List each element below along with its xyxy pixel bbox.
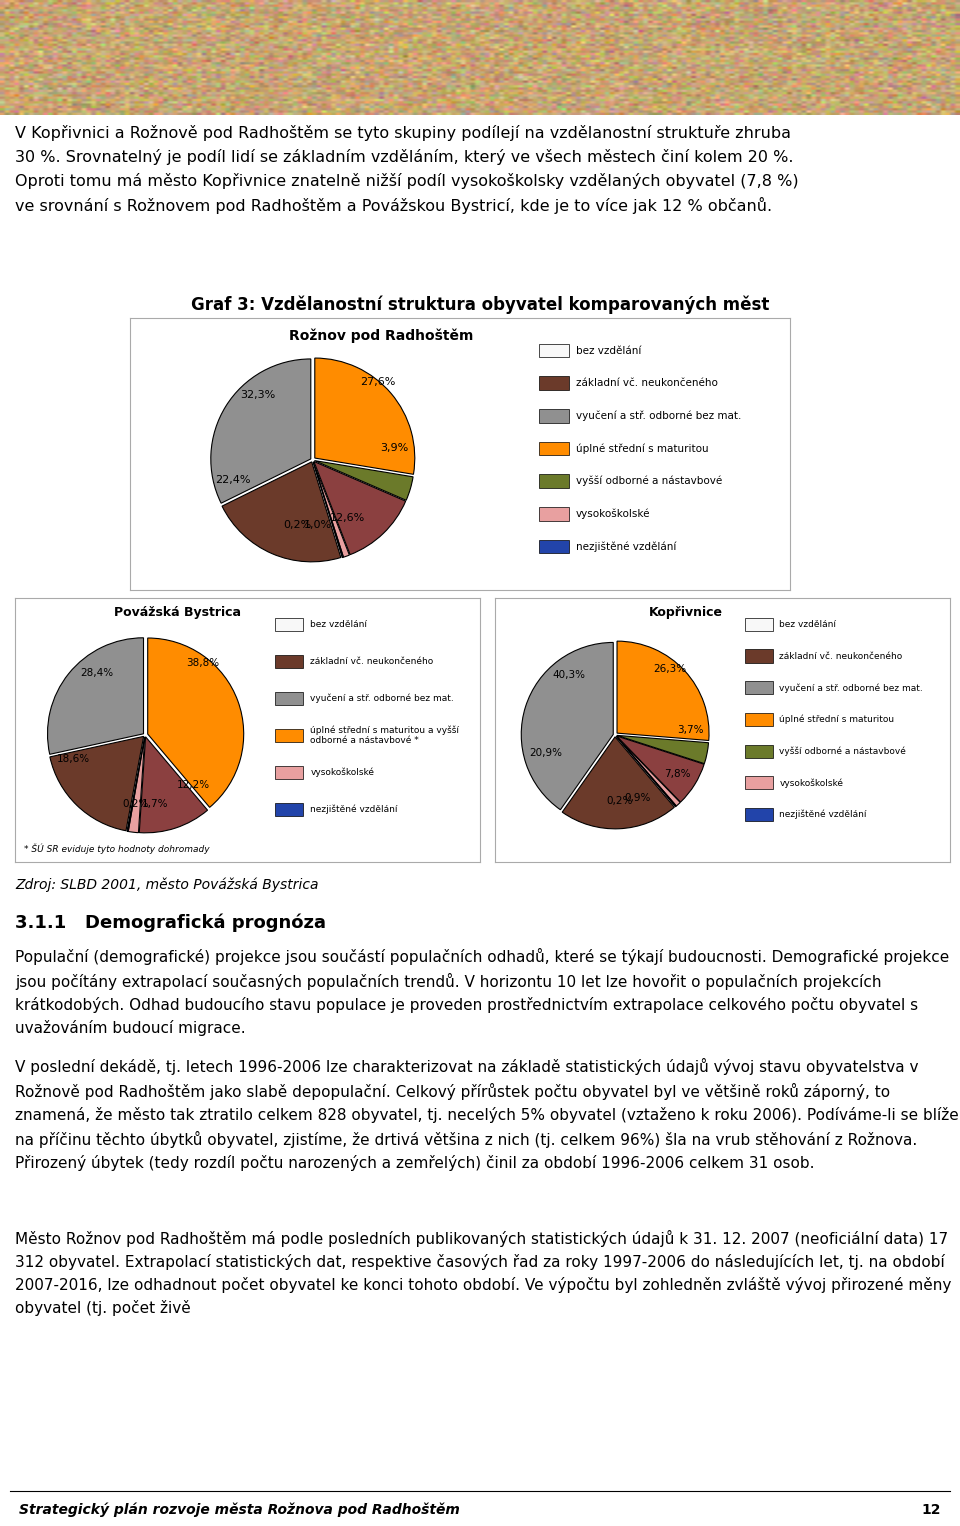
Wedge shape [129, 737, 145, 833]
Wedge shape [617, 641, 709, 740]
Text: vyšší odborné a nástavbové: vyšší odborné a nástavbové [575, 476, 722, 487]
Wedge shape [127, 737, 145, 832]
Text: úplné střední s maturitou a vyšší
odborné a nástavbové *: úplné střední s maturitou a vyšší odborn… [310, 725, 459, 745]
Bar [540, 343, 569, 357]
Wedge shape [222, 462, 341, 562]
Text: vyšší odborné a nástavbové: vyšší odborné a nástavbové [780, 746, 906, 755]
Text: nezjištěné vzdělání: nezjištěné vzdělání [575, 542, 676, 552]
Text: vyučení a stř. odborné bez mat.: vyučení a stř. odborné bez mat. [310, 694, 454, 703]
Text: nezjištěné vzdělání: nezjištěné vzdělání [780, 810, 867, 819]
Text: Strategický plán rozvoje města Rožnova pod Radhoštěm: Strategický plán rozvoje města Rožnova p… [19, 1503, 460, 1517]
Wedge shape [616, 737, 681, 806]
Wedge shape [315, 359, 415, 475]
Text: 0,2%: 0,2% [607, 797, 633, 806]
Text: vyučení a stř. odborné bez mat.: vyučení a stř. odborné bez mat. [780, 684, 924, 693]
Bar [745, 681, 773, 694]
Text: 3.1.1   Demografická prognóza: 3.1.1 Demografická prognóza [15, 913, 326, 932]
Wedge shape [47, 638, 143, 754]
Text: 1,7%: 1,7% [141, 800, 168, 809]
Text: V poslední dekádě, tj. letech 1996-2006 lze charakterizovat na základě statistic: V poslední dekádě, tj. letech 1996-2006 … [15, 1058, 959, 1170]
Text: Povážská Bystrica: Povážská Bystrica [114, 606, 241, 620]
Bar [745, 713, 773, 726]
Text: vysokoškolské: vysokoškolské [575, 508, 650, 519]
Text: bez vzdělání: bez vzdělání [780, 620, 836, 629]
Text: bez vzdělání: bez vzdělání [310, 620, 368, 629]
Text: vysokoškolské: vysokoškolské [310, 768, 374, 777]
Text: * ŠÚ SR eviduje tyto hodnoty dohromady: * ŠÚ SR eviduje tyto hodnoty dohromady [24, 844, 210, 855]
Text: 12,6%: 12,6% [330, 513, 365, 523]
Text: nezjištěné vzdělání: nezjištěné vzdělání [310, 804, 397, 813]
Text: Graf 3: Vzdělanostní struktura obyvatel komparovaných měst: Graf 3: Vzdělanostní struktura obyvatel … [191, 296, 769, 314]
Bar [745, 618, 773, 630]
Bar [540, 377, 569, 391]
Bar [276, 729, 303, 742]
Text: Rožnov pod Radhoštěm: Rožnov pod Radhoštěm [289, 330, 473, 343]
Text: 20,9%: 20,9% [530, 748, 563, 758]
Wedge shape [148, 638, 244, 807]
Text: V Kopřivnici a Rožnově pod Radhoštěm se tyto skupiny podílejí na vzdělanostní st: V Kopřivnici a Rožnově pod Radhoštěm se … [15, 125, 799, 214]
Text: 32,3%: 32,3% [240, 391, 276, 400]
Wedge shape [313, 462, 344, 557]
Text: 12: 12 [922, 1503, 941, 1517]
Text: bez vzdělání: bez vzdělání [575, 346, 641, 356]
Bar [540, 441, 569, 455]
Bar [745, 650, 773, 662]
Bar [540, 540, 569, 554]
Text: 1,0%: 1,0% [303, 520, 331, 530]
Bar [745, 777, 773, 789]
Text: 0,2%: 0,2% [122, 800, 149, 809]
Wedge shape [314, 461, 406, 554]
Bar [276, 618, 303, 630]
Text: Město Rožnov pod Radhoštěm má podle posledních publikovaných statistických údajů: Město Rožnov pod Radhoštěm má podle posl… [15, 1230, 951, 1317]
Bar [276, 655, 303, 668]
Text: Kopřivnice: Kopřivnice [649, 606, 723, 620]
Text: 38,8%: 38,8% [186, 658, 219, 668]
Bar [276, 691, 303, 705]
Text: 7,8%: 7,8% [664, 769, 691, 778]
Text: 27,6%: 27,6% [360, 377, 396, 388]
Text: Zdroj: SLBD 2001, město Povážská Bystrica: Zdroj: SLBD 2001, město Povážská Bystric… [15, 877, 319, 893]
Text: základní vč. neukončeného: základní vč. neukončeného [310, 656, 434, 665]
Text: 28,4%: 28,4% [81, 667, 113, 678]
Bar [540, 507, 569, 520]
Text: základní vč. neukončeného: základní vč. neukončeného [575, 378, 717, 388]
Wedge shape [616, 737, 677, 807]
Wedge shape [313, 462, 349, 557]
Wedge shape [616, 736, 704, 803]
Text: vyučení a stř. odborné bez mat.: vyučení a stř. odborné bez mat. [575, 410, 741, 421]
Text: úplné střední s maturitou: úplné střední s maturitou [780, 714, 895, 725]
Bar [745, 807, 773, 821]
Wedge shape [139, 737, 207, 833]
Text: 12,2%: 12,2% [177, 780, 209, 790]
Text: úplné střední s maturitou: úplné střední s maturitou [575, 444, 708, 453]
Wedge shape [315, 461, 413, 501]
Wedge shape [211, 359, 311, 504]
Bar [745, 745, 773, 758]
Wedge shape [617, 736, 708, 763]
Text: Populační (demografické) projekce jsou součástí populačních odhadů, které se týk: Populační (demografické) projekce jsou s… [15, 948, 949, 1036]
Bar [540, 409, 569, 423]
Text: 26,3%: 26,3% [654, 664, 686, 674]
Text: 0,2%: 0,2% [283, 520, 312, 530]
Text: 22,4%: 22,4% [215, 475, 251, 485]
Wedge shape [563, 737, 674, 829]
Bar [540, 475, 569, 488]
Text: 0,9%: 0,9% [625, 792, 651, 803]
Text: vysokoškolské: vysokoškolské [780, 778, 844, 787]
Text: základní vč. neukončeného: základní vč. neukončeného [780, 652, 902, 661]
Bar [276, 766, 303, 778]
Wedge shape [521, 642, 613, 810]
Wedge shape [50, 737, 144, 830]
Bar [276, 803, 303, 816]
Text: 3,7%: 3,7% [677, 725, 704, 736]
Text: 18,6%: 18,6% [57, 754, 89, 765]
Text: 3,9%: 3,9% [380, 443, 409, 453]
Text: 40,3%: 40,3% [553, 670, 586, 681]
